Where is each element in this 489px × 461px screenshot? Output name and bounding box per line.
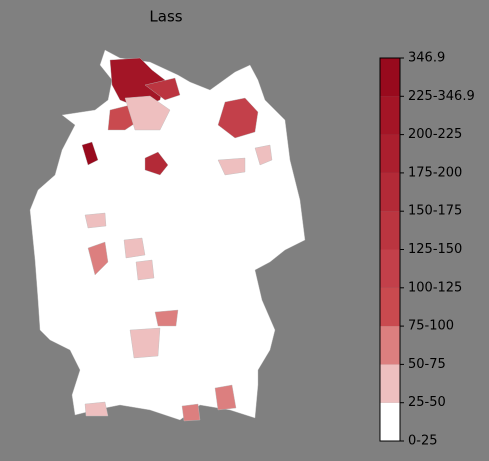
region (217, 97, 259, 139)
colorbar-segment (380, 364, 400, 403)
region (254, 144, 273, 166)
colorbar-label: 200-225 (408, 127, 462, 142)
colorbar-segment (380, 172, 400, 212)
region (217, 157, 246, 176)
colorbar-label: 25-50 (408, 395, 446, 410)
colorbar-label: 125-150 (408, 242, 462, 257)
colorbar-label: 150-175 (408, 204, 462, 219)
region (214, 384, 237, 411)
colorbar-segment (380, 326, 400, 365)
region (124, 95, 171, 131)
region (81, 141, 99, 166)
colorbar-label: 100-125 (408, 280, 462, 295)
colorbar: 0-25 25-50 50-75 75-100 100-125 125-150 150-17… (379, 51, 475, 449)
colorbar-label: 346.9 (408, 51, 445, 66)
country-outline (29, 49, 306, 421)
region (129, 327, 161, 359)
region (154, 309, 179, 327)
colorbar-segment (380, 134, 400, 173)
colorbar-segment (380, 96, 400, 135)
region (181, 403, 201, 422)
colorbar-label: 175-200 (408, 165, 462, 180)
region (109, 57, 166, 109)
colorbar-label: 75-100 (408, 319, 454, 334)
region (135, 259, 155, 281)
colorbar-label: 0-25 (408, 434, 438, 449)
colorbar-segment (380, 402, 400, 441)
region (84, 401, 109, 417)
colorbar-label: 225-346.9 (408, 89, 475, 104)
colorbar-segment (380, 58, 400, 97)
region (123, 237, 146, 259)
region (144, 77, 181, 101)
region (87, 241, 109, 276)
colorbar-label: 50-75 (408, 357, 446, 372)
map-title: Lass (149, 8, 182, 26)
region (84, 212, 107, 229)
colorbar-segment (380, 249, 400, 288)
region (144, 151, 169, 176)
colorbar-segment (380, 287, 400, 327)
colorbar-segment (380, 211, 400, 250)
map (29, 49, 306, 422)
